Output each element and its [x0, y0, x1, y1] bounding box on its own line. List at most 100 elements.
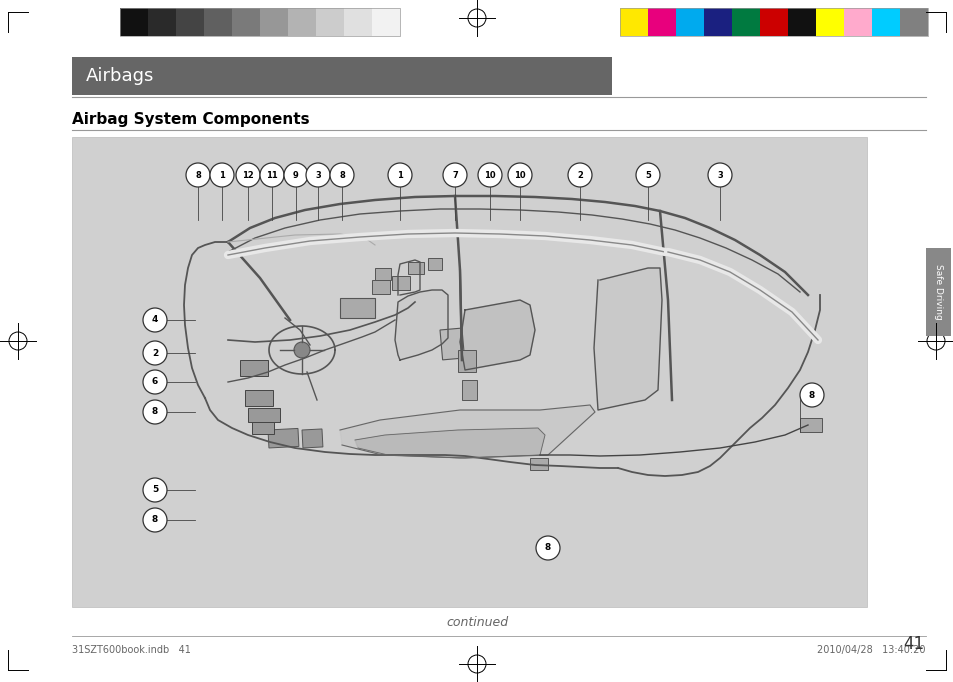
Text: continued: continued: [445, 615, 508, 629]
Bar: [428, 258, 441, 270]
Bar: [843, 8, 871, 36]
Bar: [252, 422, 274, 434]
Bar: [71, 57, 612, 95]
Bar: [619, 8, 927, 36]
Bar: [240, 360, 268, 376]
Bar: [175, 8, 204, 36]
Bar: [925, 248, 950, 336]
Circle shape: [800, 383, 823, 407]
Text: 8: 8: [152, 516, 158, 524]
Polygon shape: [395, 290, 448, 360]
Text: 8: 8: [338, 170, 345, 179]
Text: 4: 4: [152, 316, 158, 325]
Bar: [372, 280, 390, 294]
Text: 8: 8: [195, 170, 201, 179]
Bar: [703, 8, 731, 36]
Text: 1: 1: [219, 170, 225, 179]
Text: Airbag System Components: Airbag System Components: [71, 112, 310, 127]
Circle shape: [143, 508, 167, 532]
Bar: [392, 276, 410, 290]
Bar: [120, 8, 148, 36]
Bar: [787, 8, 815, 36]
Circle shape: [143, 400, 167, 424]
Text: 10: 10: [484, 170, 496, 179]
Bar: [647, 8, 676, 36]
Circle shape: [636, 163, 659, 187]
Circle shape: [388, 163, 412, 187]
Bar: [871, 8, 899, 36]
Text: 10: 10: [514, 170, 525, 179]
Circle shape: [567, 163, 592, 187]
Polygon shape: [594, 268, 661, 410]
Polygon shape: [339, 405, 595, 458]
Text: 2: 2: [152, 349, 158, 357]
Text: 8: 8: [544, 544, 551, 552]
Bar: [815, 8, 843, 36]
Bar: [457, 350, 476, 372]
Bar: [245, 390, 273, 406]
Circle shape: [707, 163, 731, 187]
Text: 41: 41: [902, 635, 923, 653]
Circle shape: [330, 163, 354, 187]
Circle shape: [306, 163, 330, 187]
Text: 3: 3: [717, 170, 722, 179]
Text: 11: 11: [266, 170, 277, 179]
Bar: [676, 8, 703, 36]
Bar: [760, 8, 787, 36]
Circle shape: [477, 163, 501, 187]
Bar: [339, 298, 375, 318]
Circle shape: [442, 163, 467, 187]
Circle shape: [294, 342, 310, 358]
Bar: [120, 8, 399, 36]
Text: 7: 7: [452, 170, 457, 179]
Text: 8: 8: [808, 391, 814, 400]
Circle shape: [143, 308, 167, 332]
Bar: [408, 262, 423, 274]
Bar: [260, 8, 288, 36]
Circle shape: [536, 536, 559, 560]
Bar: [288, 8, 315, 36]
Bar: [148, 8, 175, 36]
Bar: [731, 8, 760, 36]
Text: 8: 8: [152, 408, 158, 417]
Circle shape: [284, 163, 308, 187]
Circle shape: [143, 341, 167, 365]
Bar: [302, 429, 322, 448]
Circle shape: [143, 370, 167, 394]
Text: 9: 9: [293, 170, 298, 179]
Text: 6: 6: [152, 378, 158, 387]
Text: 5: 5: [644, 170, 650, 179]
Bar: [375, 268, 391, 280]
Circle shape: [210, 163, 233, 187]
Text: 12: 12: [242, 170, 253, 179]
Circle shape: [143, 478, 167, 502]
Bar: [372, 8, 399, 36]
Text: 3: 3: [314, 170, 320, 179]
Bar: [204, 8, 232, 36]
Circle shape: [260, 163, 284, 187]
Text: 2: 2: [577, 170, 582, 179]
Text: 31SZT600book.indb   41: 31SZT600book.indb 41: [71, 645, 191, 655]
Text: 5: 5: [152, 486, 158, 494]
Circle shape: [235, 163, 260, 187]
Circle shape: [507, 163, 532, 187]
Bar: [248, 408, 280, 422]
Bar: [530, 458, 547, 470]
Text: 2010/04/28   13:40:20: 2010/04/28 13:40:20: [817, 645, 925, 655]
Polygon shape: [459, 300, 535, 370]
Bar: [619, 8, 647, 36]
Bar: [268, 428, 298, 448]
Text: Safe Driving: Safe Driving: [933, 264, 942, 320]
Bar: [461, 380, 476, 400]
Polygon shape: [355, 428, 544, 458]
Bar: [344, 8, 372, 36]
Bar: [232, 8, 260, 36]
Text: Airbags: Airbags: [86, 67, 154, 85]
Circle shape: [186, 163, 210, 187]
Bar: [899, 8, 927, 36]
Text: 1: 1: [396, 170, 402, 179]
Bar: [71, 137, 866, 607]
Bar: [315, 8, 344, 36]
Bar: [800, 418, 821, 432]
Bar: [439, 328, 464, 360]
